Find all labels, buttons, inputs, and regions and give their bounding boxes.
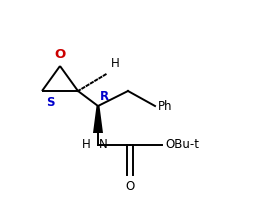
Text: R: R: [100, 90, 109, 103]
Polygon shape: [93, 106, 103, 133]
Text: N: N: [99, 137, 108, 151]
Text: O: O: [125, 180, 135, 193]
Text: Ph: Ph: [158, 101, 172, 114]
Text: OBu-t: OBu-t: [165, 137, 199, 151]
Text: H: H: [111, 57, 120, 70]
Text: H: H: [82, 137, 91, 151]
Text: O: O: [54, 48, 66, 61]
Text: S: S: [46, 97, 54, 109]
